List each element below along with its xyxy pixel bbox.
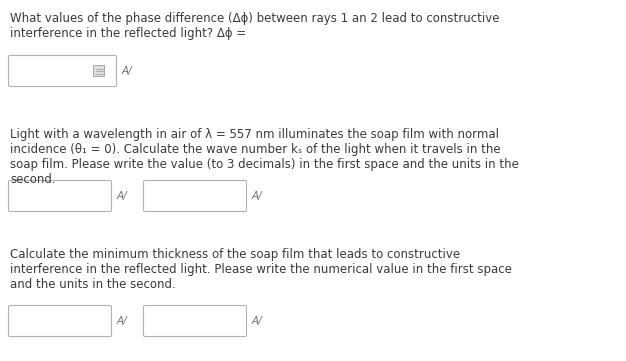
- Text: A/: A/: [117, 316, 128, 326]
- FancyBboxPatch shape: [93, 65, 105, 77]
- Text: A/: A/: [252, 316, 263, 326]
- Text: What values of the phase difference (Δϕ) between rays 1 an 2 lead to constructiv: What values of the phase difference (Δϕ)…: [10, 12, 500, 25]
- Text: and the units in the second.: and the units in the second.: [10, 278, 176, 291]
- Text: soap film. Please write the value (to 3 decimals) in the first space and the uni: soap film. Please write the value (to 3 …: [10, 158, 519, 171]
- Text: A/: A/: [117, 191, 128, 201]
- Text: A/: A/: [252, 191, 263, 201]
- FancyBboxPatch shape: [143, 180, 247, 212]
- Text: Calculate the minimum thickness of the soap film that leads to constructive: Calculate the minimum thickness of the s…: [10, 248, 460, 261]
- FancyBboxPatch shape: [9, 180, 111, 212]
- FancyBboxPatch shape: [9, 56, 116, 87]
- Text: incidence (θ₁ = 0). Calculate the wave number kₛ of the light when it travels in: incidence (θ₁ = 0). Calculate the wave n…: [10, 143, 501, 156]
- Text: Light with a wavelength in air of λ = 557 nm illuminates the soap film with norm: Light with a wavelength in air of λ = 55…: [10, 128, 499, 141]
- Text: interference in the reflected light? Δϕ =: interference in the reflected light? Δϕ …: [10, 27, 246, 40]
- Text: second.: second.: [10, 173, 56, 186]
- Text: A/: A/: [122, 66, 133, 76]
- FancyBboxPatch shape: [143, 305, 247, 336]
- FancyBboxPatch shape: [9, 305, 111, 336]
- Text: interference in the reflected light. Please write the numerical value in the fir: interference in the reflected light. Ple…: [10, 263, 512, 276]
